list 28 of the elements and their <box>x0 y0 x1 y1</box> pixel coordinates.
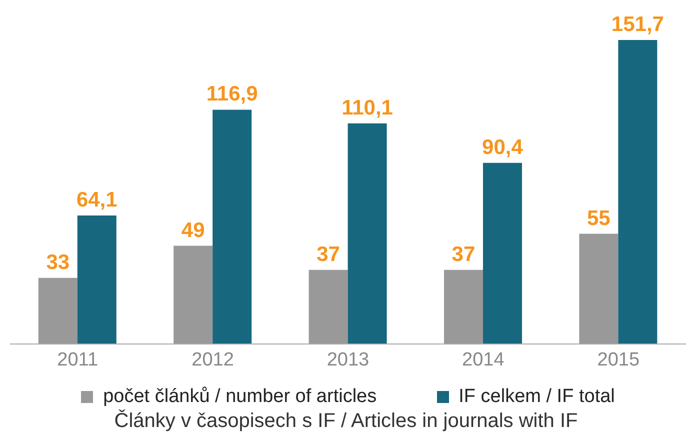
bar <box>308 270 348 344</box>
data-label: 55 <box>587 206 611 230</box>
x-tick-label: 2012 <box>192 349 234 370</box>
bar <box>618 40 658 344</box>
data-label: 116,9 <box>206 82 258 106</box>
x-tick-label: 2013 <box>326 349 370 370</box>
bar <box>482 162 522 344</box>
bar <box>212 110 252 344</box>
x-tick-label: 2014 <box>462 349 505 370</box>
data-label: 64,1 <box>76 188 118 212</box>
bar <box>579 234 618 344</box>
legend-label: IF celkem / IF total <box>458 386 615 408</box>
bar <box>444 270 483 344</box>
data-label: 90,4 <box>482 136 524 159</box>
text: Články v časopisech s IF / Articles in journals with IF <box>113 410 579 433</box>
data-label: 33 <box>46 250 70 274</box>
legend-label: počet článků / number of articles <box>102 386 377 408</box>
data-label: 151,7 <box>611 13 664 36</box>
data-label: 110,1 <box>342 96 394 120</box>
x-tick-label: 2015 <box>597 349 640 370</box>
data-label: 37 <box>452 242 476 266</box>
x-tick-label: 2011 <box>57 349 98 370</box>
data-label: 37 <box>316 242 340 266</box>
bar <box>77 216 116 344</box>
bar <box>348 123 387 344</box>
data-label: 49 <box>181 218 205 242</box>
bar <box>174 246 213 344</box>
bar <box>38 278 78 344</box>
